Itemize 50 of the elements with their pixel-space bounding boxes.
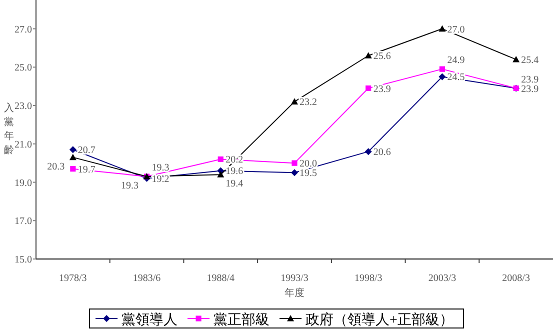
data-label: 20.0 [300,158,317,170]
x-tick-label: 1998/3 [354,273,382,284]
data-label: 23.9 [521,74,539,86]
x-tick-label: 2008/3 [502,273,530,284]
point [218,156,224,162]
point [291,98,298,104]
y-tick-label: 27.0 [14,24,32,36]
point [439,66,446,72]
data-label: 20.3 [47,161,65,172]
y-axis-title: 入黨年齡 [4,102,14,156]
x-axis-title: 年度 [284,287,304,299]
point [512,56,520,62]
y-tick-label: 25.0 [14,62,32,74]
data-label: 23.9 [521,84,539,95]
legend-label: 政府（領導人+正部級） [306,312,454,328]
legend-label: 黨正部級 [214,312,270,328]
legend-label: 黨領導人 [122,312,178,328]
data-label: 23.9 [373,84,391,95]
data-label: 19.3 [120,180,138,192]
point [292,160,298,166]
y-tick-label: 23.0 [14,101,32,112]
point [291,169,298,176]
data-label: 19.3 [152,162,170,174]
point [69,154,76,160]
data-label: 24.9 [447,55,465,66]
data-label: 25.6 [373,51,391,62]
point [217,171,224,178]
point [366,85,372,92]
x-tick-label: 1983/6 [132,273,161,284]
data-label: 20.7 [78,145,96,156]
data-label: 27.0 [447,24,465,36]
x-tick-label: 1993/3 [280,273,308,284]
data-label: 19.4 [226,178,244,190]
y-tick-label: 17.0 [14,216,32,228]
point [364,148,372,156]
data-label: 20.6 [373,147,391,158]
data-label: 25.4 [521,54,539,66]
y-tick-label: 19.0 [14,178,32,189]
x-tick-label: 1978/3 [59,273,87,284]
x-tick-label: 2003/3 [428,273,456,284]
point [364,52,372,58]
point [438,73,446,80]
y-tick-label: 15.0 [14,254,32,266]
point [70,166,76,172]
data-label: 23.2 [300,97,317,108]
data-label: 19.5 [300,168,317,180]
point [438,25,446,32]
y-tick-label: 21.0 [14,139,32,150]
x-tick-label: 1988/4 [206,273,235,284]
point [69,146,76,154]
